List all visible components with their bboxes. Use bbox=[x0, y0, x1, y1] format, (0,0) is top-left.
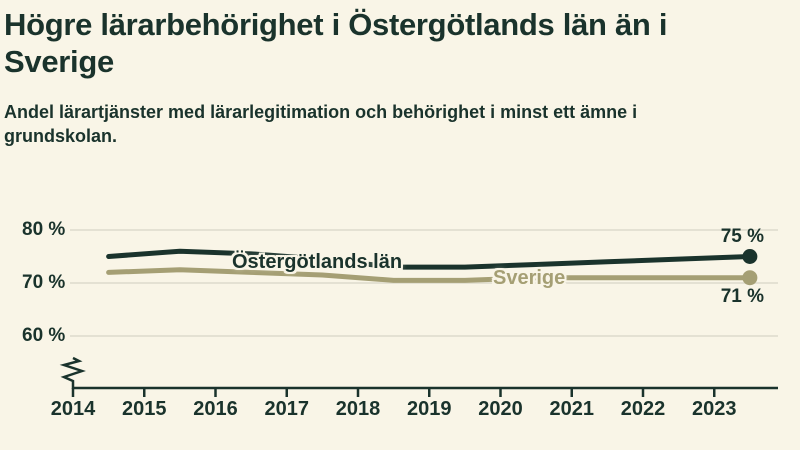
x-tick-label: 2018 bbox=[335, 398, 381, 420]
y-tick-label: 80 % bbox=[22, 219, 66, 240]
x-tick-label: 2015 bbox=[122, 398, 167, 420]
series-end-dot-ostergotlands-lan bbox=[742, 249, 758, 264]
series-line-sverige bbox=[106, 267, 753, 283]
y-tick-label: 60 % bbox=[22, 325, 66, 346]
axis-break-icon bbox=[59, 356, 86, 389]
end-value-sverige: 71 % bbox=[720, 286, 764, 307]
series-label-sverige: Sverige bbox=[493, 267, 566, 289]
x-tick-label: 2014 bbox=[50, 398, 96, 420]
x-tick-label: 2021 bbox=[549, 398, 595, 420]
chart-subtitle: Andel lärartjänster med lärarlegitimatio… bbox=[4, 102, 638, 147]
end-value-ostergotlands-lan: 75 % bbox=[720, 226, 764, 247]
y-tick-label: 70 % bbox=[22, 272, 66, 293]
x-tick-label: 2020 bbox=[478, 398, 523, 420]
x-tick-label: 2017 bbox=[264, 398, 310, 420]
x-tick-label: 2019 bbox=[407, 398, 452, 420]
x-tick-label: 2016 bbox=[193, 398, 238, 420]
x-tick-label: 2023 bbox=[692, 398, 737, 420]
series-label-ostergotlands-lan: Östergötlands län bbox=[232, 251, 403, 273]
x-tick-label: 2022 bbox=[620, 398, 666, 420]
chart-title: Högre lärarbehörighet i Östergötlands lä… bbox=[4, 7, 668, 80]
series-end-dot-sverige bbox=[742, 270, 758, 286]
series-line-ostergotlands-lan bbox=[106, 248, 753, 270]
